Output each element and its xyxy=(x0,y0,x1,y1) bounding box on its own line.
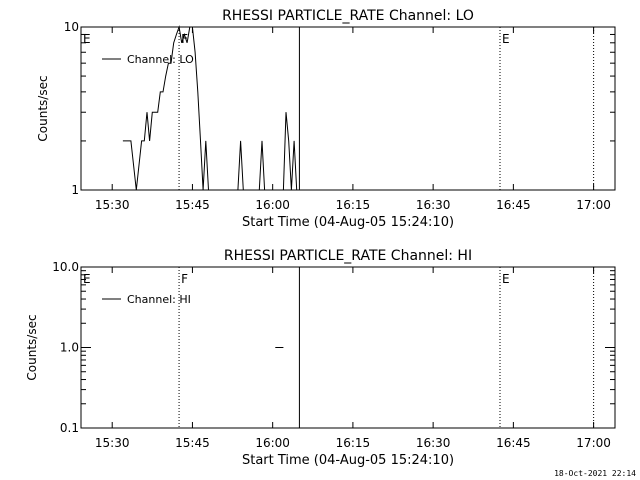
footer-timestamp: 18-Oct-2021 22:14 xyxy=(554,469,636,478)
plot2-x-tick-label-3: 16:15 xyxy=(336,436,371,450)
plot2-x-tick-label-6: 17:00 xyxy=(576,436,611,450)
plot1-legend-label: Channel: LO xyxy=(127,53,194,66)
plot1-y-tick-label-1: 10 xyxy=(64,20,79,34)
plot1-y-axis-label: Counts/sec xyxy=(36,75,50,141)
plot2-event-marker-label-2: E xyxy=(502,272,510,286)
plot1-corner-label-0: E xyxy=(83,32,91,46)
plot2-title: RHESSI PARTICLE_RATE Channel: HI xyxy=(224,248,472,264)
plot2-x-tick-label-0: 15:30 xyxy=(95,436,130,450)
plot1-x-tick-label-5: 16:45 xyxy=(496,198,531,212)
plot2-y-tick-label-0: 0.1 xyxy=(60,421,79,435)
plot1-event-marker-label-2: E xyxy=(502,32,510,46)
plot2-x-tick-label-5: 16:45 xyxy=(496,436,531,450)
plot1-x-tick-label-1: 15:45 xyxy=(175,198,210,212)
plot1-x-tick-label-3: 16:15 xyxy=(336,198,371,212)
plot1-title: RHESSI PARTICLE_RATE Channel: LO xyxy=(222,8,474,24)
plot2-legend-label: Channel: HI xyxy=(127,293,191,306)
plot1-frame xyxy=(80,26,616,191)
plot2-corner-label-0: E xyxy=(83,272,91,286)
plot2-event-marker-label-0: F xyxy=(181,272,188,286)
plot1-x-tick-label-6: 17:00 xyxy=(576,198,611,212)
plot1-y-tick-label-0: 1 xyxy=(71,183,79,197)
plot1-x-tick-label-2: 16:00 xyxy=(255,198,290,212)
plot1-series-0-line-0 xyxy=(122,25,298,191)
plot2-y-axis-label: Counts/sec xyxy=(25,314,39,380)
plot2-frame xyxy=(80,266,616,429)
plot2-x-tick-label-1: 15:45 xyxy=(175,436,210,450)
plot1-event-marker-label-0: F xyxy=(181,32,188,46)
plot1-x-tick-label-4: 16:30 xyxy=(416,198,451,212)
plot2-x-tick-label-2: 16:00 xyxy=(255,436,290,450)
plot2-y-tick-label-2: 10.0 xyxy=(52,260,79,274)
plot1-x-tick-label-0: 15:30 xyxy=(95,198,130,212)
plot2-x-tick-label-4: 16:30 xyxy=(416,436,451,450)
plot2-x-axis-label: Start Time (04-Aug-05 15:24:10) xyxy=(242,453,454,468)
plot1-x-axis-label: Start Time (04-Aug-05 15:24:10) xyxy=(242,215,454,230)
plot2-y-tick-label-1: 1.0 xyxy=(60,341,79,355)
